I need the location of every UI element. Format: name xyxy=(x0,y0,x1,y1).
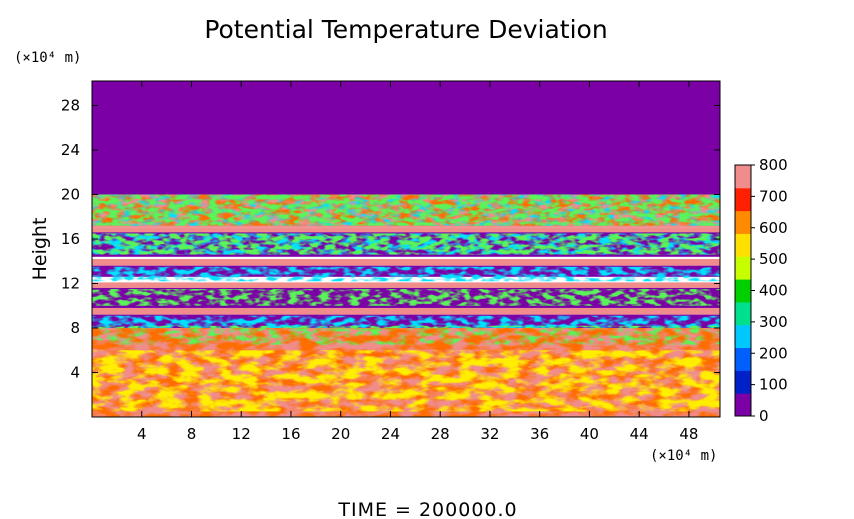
colorbar-segment xyxy=(735,324,751,349)
colorbar-tick-label: 700 xyxy=(759,187,788,205)
colorbar-segment xyxy=(735,210,751,234)
x-tick-label: 16 xyxy=(281,425,300,443)
heatmap-texture-band xyxy=(92,266,720,282)
colorbar-tick-label: 500 xyxy=(759,250,788,268)
y-tick-label: 8 xyxy=(70,319,80,337)
x-axis: 4 8 12 16 20 24 28 32 36 40 44 48 xyxy=(137,81,698,443)
heatmap-texture xyxy=(92,194,720,417)
heatmap-region-stratosphere xyxy=(92,81,720,195)
x-axis-unit: (×10⁴ m) xyxy=(650,448,717,464)
heatmap-texture-band xyxy=(92,194,720,226)
x-tick-label: 4 xyxy=(137,425,147,443)
x-tick-label: 12 xyxy=(232,425,251,443)
heatmap-texture-band xyxy=(92,315,720,328)
x-tick-label: 40 xyxy=(580,425,599,443)
heatmap-region-warm-band xyxy=(92,259,720,266)
time-label: TIME = 200000.0 xyxy=(337,499,517,519)
colorbar-segment xyxy=(735,279,751,303)
colorbar-tick-label: 800 xyxy=(759,156,788,174)
heatmap-region-warm-band xyxy=(92,307,720,315)
heatmap-region-thin-band xyxy=(92,227,720,233)
y-tick-label: 28 xyxy=(61,96,80,114)
heatmap-texture-band xyxy=(92,289,720,306)
colorbar-tick-label: 100 xyxy=(759,376,788,394)
heatmap-texture-band xyxy=(92,233,720,255)
x-tick-label: 36 xyxy=(530,425,549,443)
colorbar-segment xyxy=(735,187,751,212)
colorbar-segment xyxy=(735,301,751,326)
colorbar-tick-label: 0 xyxy=(759,407,769,425)
x-tick-label: 44 xyxy=(630,425,649,443)
y-tick-label: 24 xyxy=(61,141,80,159)
colorbar-tick-label: 400 xyxy=(759,282,788,300)
colorbar: 0 100 200 300 400 500 600 700 800 xyxy=(734,156,788,425)
colorbar-tick-label: 200 xyxy=(759,344,788,362)
y-axis-unit: (×10⁴ m) xyxy=(14,50,81,66)
y-axis-label: Height xyxy=(29,218,51,281)
x-tick-label: 48 xyxy=(679,425,698,443)
plot-frame xyxy=(91,80,721,418)
colorbar-tick-label: 300 xyxy=(759,313,788,331)
x-tick-label: 20 xyxy=(331,425,350,443)
colorbar-segment xyxy=(735,233,751,257)
y-tick-label: 20 xyxy=(61,185,80,203)
colorbar-segment xyxy=(735,256,751,280)
colorbar-segment xyxy=(735,165,751,189)
y-axis: 4 8 12 16 20 24 28 xyxy=(61,96,720,381)
x-tick-label: 28 xyxy=(431,425,450,443)
x-tick-label: 24 xyxy=(381,425,400,443)
colorbar-segment xyxy=(735,370,751,394)
y-tick-label: 16 xyxy=(61,230,80,248)
chart-title: Potential Temperature Deviation xyxy=(204,15,607,44)
x-tick-label: 32 xyxy=(480,425,499,443)
colorbar-tick-label: 600 xyxy=(759,219,788,237)
x-tick-label: 8 xyxy=(187,425,197,443)
heatmap-texture-band xyxy=(92,350,720,412)
y-tick-label: 12 xyxy=(61,274,80,292)
colorbar-segment xyxy=(735,347,751,371)
heatmap-region-warm-band xyxy=(92,282,720,288)
colorbar-segment xyxy=(735,393,751,417)
y-tick-label: 4 xyxy=(70,363,80,381)
